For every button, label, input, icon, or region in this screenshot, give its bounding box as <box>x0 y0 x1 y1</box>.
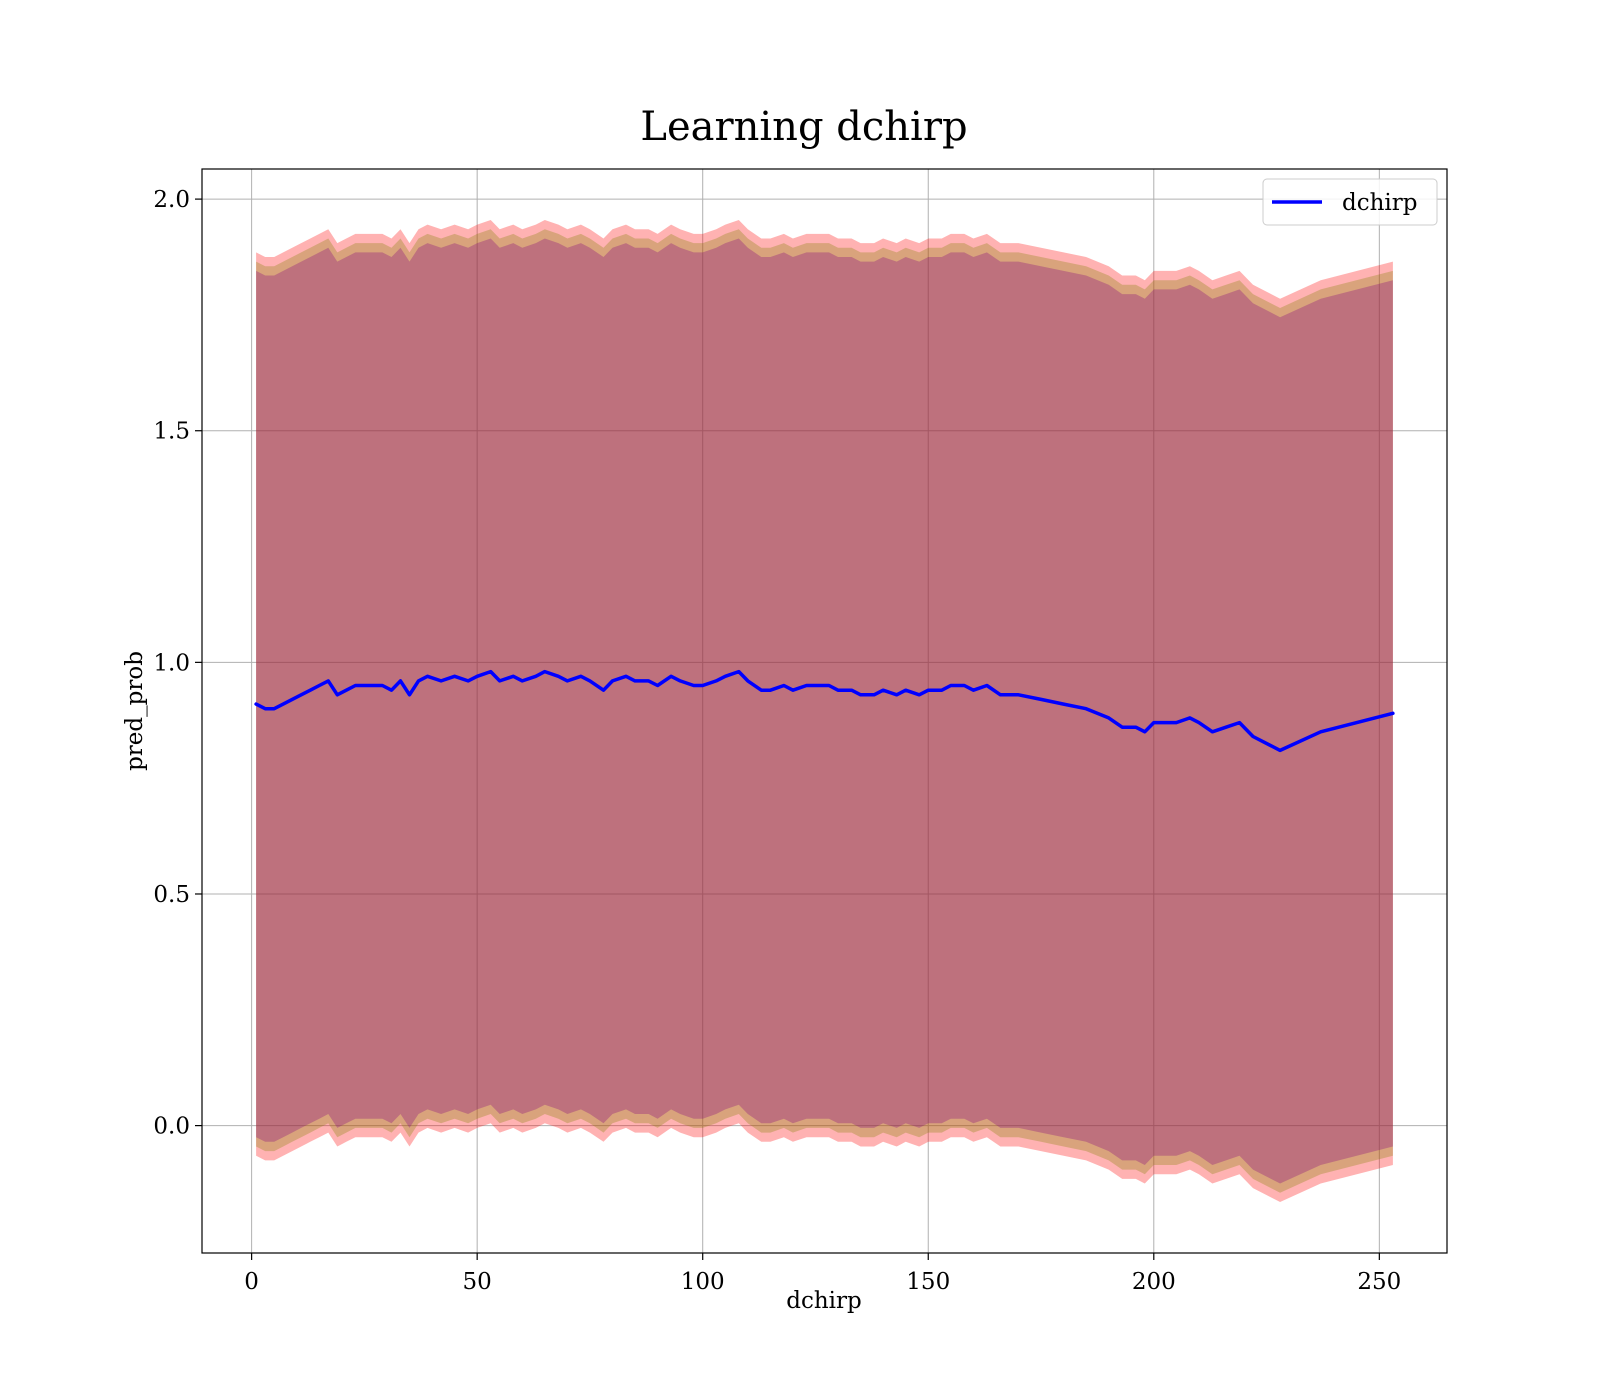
legend-label-dchirp: dchirp <box>1342 190 1418 216</box>
x-tick-label: 250 <box>1357 1269 1401 1295</box>
x-axis-label: dchirp <box>786 1288 862 1314</box>
band-inner <box>256 238 1393 1184</box>
x-tick-label: 100 <box>681 1269 725 1295</box>
x-axis-ticks: 0 50 100 150 200 250 <box>244 1253 1401 1295</box>
legend-box <box>1262 178 1438 226</box>
y-tick-label: 2.0 <box>153 187 190 213</box>
y-tick-label: 0.5 <box>153 882 190 908</box>
y-tick-label: 0.0 <box>153 1114 190 1140</box>
plot-frame <box>201 168 1448 1254</box>
x-tick-label: 50 <box>463 1269 492 1295</box>
x-tick-label: 200 <box>1132 1269 1176 1295</box>
chart-title: Learning dchirp <box>640 104 967 150</box>
legend: dchirp <box>1262 178 1438 226</box>
x-tick-label: 0 <box>244 1269 259 1295</box>
confidence-bands <box>256 220 1393 1202</box>
y-tick-label: 1.0 <box>153 650 190 676</box>
series-layer <box>254 669 1395 753</box>
band-mid <box>256 229 1393 1193</box>
x-tick-label: 150 <box>906 1269 950 1295</box>
y-axis-label: pred_prob <box>122 651 148 771</box>
series-line-dchirp <box>254 669 1395 753</box>
grid <box>202 169 1447 1253</box>
band-outer <box>256 220 1393 1202</box>
y-tick-label: 1.5 <box>153 419 190 445</box>
y-axis-ticks: 0.0 0.5 1.0 1.5 2.0 <box>153 187 202 1140</box>
